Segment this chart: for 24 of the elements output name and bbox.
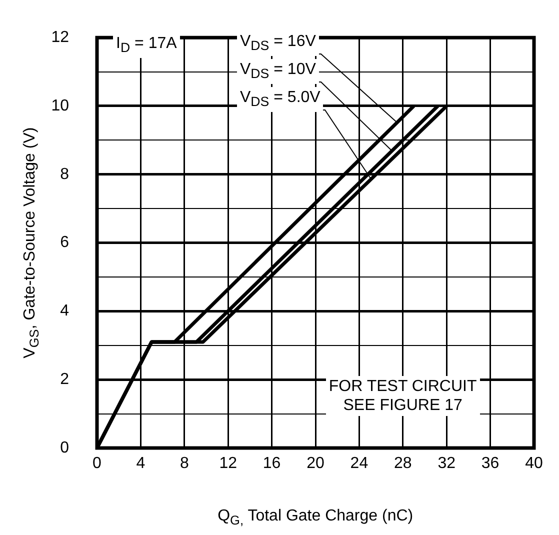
x-tick-label: 12 [219,455,238,472]
x-tick-label: 16 [262,455,281,472]
y-tick-label: 12 [51,29,70,46]
x-tick-label: 8 [180,455,189,472]
y-axis-title: VGS, Gate-to-Source Voltage (V) [21,127,42,358]
y-tick-label: 8 [60,166,70,183]
annotation: FOR TEST CIRCUIT SEE FIGURE 17 [326,376,480,416]
x-tick-label: 24 [350,455,368,472]
y-tick-label: 6 [60,234,70,252]
text: V$_{DS}$ = 5.0V [237,87,324,112]
annotation: I$_{D}$ = 17A [113,33,180,58]
x-tick-label: 28 [394,455,412,472]
x-tick-label: 32 [438,455,456,472]
text: V$_{DS}$ = 16V [237,31,319,56]
x-tick-label: 20 [306,455,324,472]
x-tick-label: 40 [525,455,543,472]
y-tick-label: 10 [51,97,70,114]
x-tick-label: 4 [136,455,146,472]
y-tick-label: 0 [60,439,70,456]
y-tick-label: 2 [60,371,70,388]
y-tick-label: 4 [60,302,70,320]
x-tick-label: 0 [92,455,102,472]
text: V$_{DS}$ = 10V [237,59,319,84]
x-tick-label: 36 [481,455,500,472]
